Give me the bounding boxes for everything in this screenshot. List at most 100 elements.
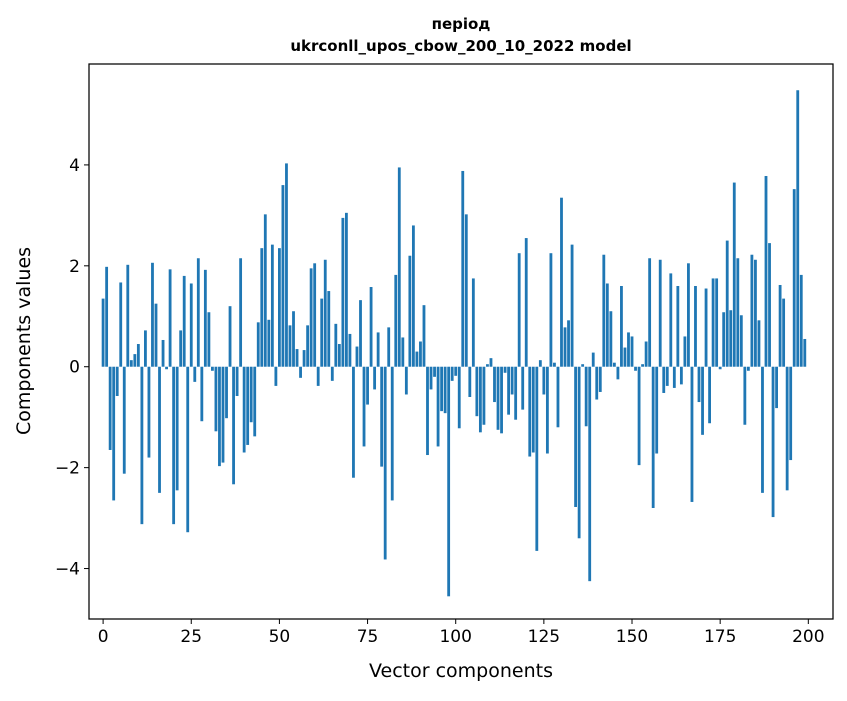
bar bbox=[193, 366, 197, 382]
bar bbox=[225, 366, 228, 419]
bar bbox=[602, 254, 606, 367]
bar bbox=[694, 286, 697, 367]
bar bbox=[348, 333, 352, 367]
bar bbox=[323, 259, 327, 367]
bar bbox=[316, 366, 320, 386]
bar bbox=[468, 366, 472, 397]
bar bbox=[267, 319, 271, 367]
bar bbox=[133, 354, 137, 367]
bar bbox=[355, 346, 359, 367]
bar bbox=[112, 366, 116, 501]
bar bbox=[672, 366, 676, 388]
bar bbox=[521, 366, 525, 410]
bar bbox=[729, 310, 733, 367]
bar bbox=[376, 332, 380, 367]
bar bbox=[260, 248, 264, 367]
bar bbox=[764, 176, 768, 367]
bar bbox=[249, 366, 253, 423]
bar bbox=[542, 366, 546, 395]
bar bbox=[482, 366, 486, 425]
bar bbox=[792, 189, 796, 367]
y-tick-label: −4 bbox=[55, 560, 80, 580]
bar bbox=[242, 366, 246, 453]
bar bbox=[454, 366, 458, 376]
bar bbox=[595, 366, 599, 400]
bar bbox=[732, 182, 736, 367]
chart-title-line2: ukrconll_upos_cbow_200_10_2022 model bbox=[290, 37, 631, 55]
bar bbox=[588, 366, 592, 582]
bar bbox=[711, 278, 715, 367]
bar bbox=[334, 323, 338, 367]
bar bbox=[108, 366, 112, 450]
bar bbox=[218, 366, 221, 467]
bar bbox=[676, 286, 680, 367]
bar bbox=[147, 366, 151, 458]
x-axis-label: Vector components bbox=[369, 660, 553, 682]
bar bbox=[129, 360, 133, 367]
bar bbox=[415, 351, 419, 367]
bar bbox=[302, 350, 306, 367]
bar bbox=[422, 305, 426, 367]
bar bbox=[535, 366, 539, 551]
x-tick-label: 200 bbox=[792, 627, 824, 647]
bar bbox=[507, 366, 511, 415]
y-tick-label: −2 bbox=[55, 459, 80, 479]
bar bbox=[136, 344, 140, 367]
bar bbox=[796, 90, 800, 367]
bar bbox=[443, 366, 447, 414]
bar bbox=[313, 263, 317, 367]
bar bbox=[401, 337, 405, 367]
bar bbox=[718, 366, 722, 370]
bar bbox=[309, 268, 313, 367]
bar bbox=[708, 366, 711, 424]
bar bbox=[489, 358, 493, 367]
bar bbox=[669, 273, 673, 367]
bar bbox=[616, 366, 620, 380]
bar bbox=[270, 244, 274, 367]
bar bbox=[514, 366, 518, 420]
bar bbox=[662, 366, 666, 393]
chart-title-line1: період bbox=[432, 15, 491, 33]
x-tick-label: 175 bbox=[704, 627, 736, 647]
bar bbox=[768, 243, 771, 367]
bar bbox=[739, 315, 743, 367]
bar bbox=[679, 366, 683, 385]
bar bbox=[285, 163, 288, 367]
bar bbox=[754, 259, 757, 367]
bar bbox=[344, 212, 348, 367]
bar bbox=[256, 322, 260, 367]
x-tick-label: 75 bbox=[357, 627, 379, 647]
bar bbox=[704, 288, 708, 367]
bar bbox=[637, 366, 641, 466]
bar bbox=[186, 366, 190, 533]
y-tick-label: 0 bbox=[69, 358, 80, 378]
bar bbox=[799, 274, 803, 367]
bar bbox=[722, 312, 726, 367]
bar bbox=[612, 362, 616, 367]
bar bbox=[687, 263, 690, 367]
bar bbox=[651, 366, 655, 508]
bar bbox=[775, 366, 778, 409]
bar bbox=[563, 327, 567, 367]
bar bbox=[419, 341, 422, 367]
bar bbox=[362, 366, 366, 447]
bar bbox=[644, 341, 648, 367]
bar bbox=[140, 366, 144, 525]
bar bbox=[553, 362, 556, 367]
bar bbox=[464, 214, 468, 367]
bar bbox=[584, 366, 588, 427]
bar bbox=[352, 366, 355, 478]
bar bbox=[500, 366, 503, 434]
bar bbox=[577, 366, 581, 539]
bar bbox=[387, 327, 391, 367]
bar bbox=[496, 366, 500, 430]
bar bbox=[471, 278, 475, 367]
bar bbox=[634, 366, 637, 371]
bar bbox=[168, 269, 172, 367]
y-tick-label: 4 bbox=[69, 156, 80, 176]
x-axis-ticks: 0 25 50 75 100 125 150 175 200 bbox=[98, 619, 825, 647]
bar bbox=[228, 306, 232, 367]
bar bbox=[115, 366, 119, 396]
bar bbox=[757, 320, 761, 367]
bar bbox=[697, 366, 701, 403]
